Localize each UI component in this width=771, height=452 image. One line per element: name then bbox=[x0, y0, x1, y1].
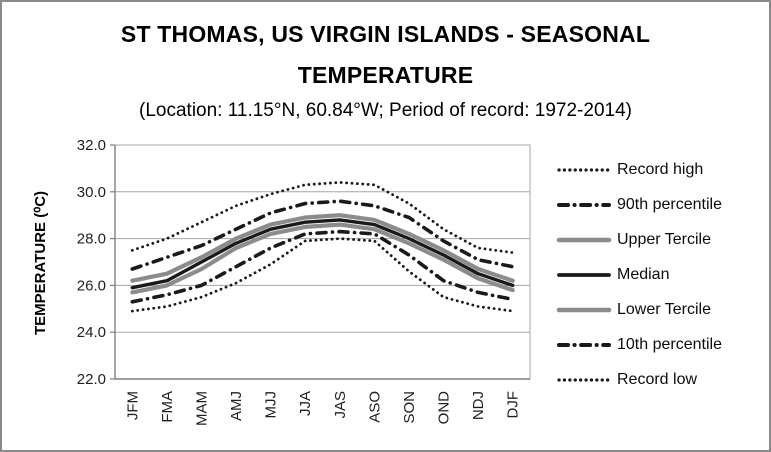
x-tick-label: FMA bbox=[159, 391, 176, 423]
legend-swatch-record-low bbox=[557, 377, 611, 382]
legend-label-10th-percentile: 10th percentile bbox=[617, 335, 722, 353]
series-line-lower-tercile bbox=[130, 222, 515, 295]
legend-item-record-high: Record high bbox=[556, 152, 722, 187]
legend-label-upper-tercile: Upper Tercile bbox=[617, 230, 711, 248]
x-tick-label: MJJ bbox=[263, 391, 280, 419]
legend-item-90th-percentile: 90th percentile bbox=[556, 187, 722, 222]
legend-label-lower-tercile: Lower Tercile bbox=[617, 300, 711, 318]
x-tick-label: JAS bbox=[332, 391, 349, 419]
series-line-median bbox=[130, 218, 515, 290]
legend-label-90th-percentile: 90th percentile bbox=[617, 195, 722, 213]
x-tick-label: OND bbox=[436, 391, 453, 425]
y-tick-label: 32.0 bbox=[77, 137, 106, 154]
legend-label-record-high: Record high bbox=[617, 160, 704, 178]
y-tick-label: 26.0 bbox=[77, 277, 106, 294]
x-tick-label: MAM bbox=[193, 391, 210, 426]
series-line-90th-percentile bbox=[130, 199, 515, 271]
legend-swatch-median bbox=[557, 272, 611, 277]
legend-swatch-upper-tercile bbox=[556, 237, 612, 242]
y-tick-label: 28.0 bbox=[77, 231, 106, 248]
legend-swatch-lower-tercile bbox=[556, 307, 612, 312]
chart-title-block: ST THOMAS, US VIRGIN ISLANDS - SEASONAL … bbox=[2, 14, 769, 124]
legend-swatch-90th-percentile bbox=[557, 202, 611, 207]
x-tick-label: AMJ bbox=[228, 391, 245, 421]
series-line-record-low bbox=[130, 237, 515, 313]
legend-item-record-low: Record low bbox=[556, 362, 722, 397]
legend-swatch-record-high bbox=[557, 167, 611, 172]
legend-label-record-low: Record low bbox=[617, 370, 698, 388]
y-tick-label: 22.0 bbox=[77, 371, 106, 388]
y-axis-title: TEMPERATURE (⁰C) bbox=[32, 190, 49, 336]
x-tick-label: NDJ bbox=[470, 391, 487, 420]
x-tick-label: SON bbox=[401, 391, 418, 424]
series-line-upper-tercile bbox=[130, 213, 515, 283]
legend: Record high 90th percentile Upper Tercile M… bbox=[556, 152, 722, 397]
x-tick-label: ASO bbox=[366, 391, 383, 423]
legend-item-upper-tercile: Upper Tercile bbox=[556, 222, 722, 257]
legend-swatch-10th-percentile bbox=[557, 342, 611, 347]
legend-item-lower-tercile: Lower Tercile bbox=[556, 292, 722, 327]
legend-item-10th-percentile: 10th percentile bbox=[556, 327, 722, 362]
x-tick-label: JFM bbox=[124, 391, 141, 420]
chart-title-line2: TEMPERATURE bbox=[297, 62, 474, 88]
y-tick-label: 24.0 bbox=[77, 324, 106, 341]
series-line-10th-percentile bbox=[130, 229, 515, 304]
chart-title-line1: ST THOMAS, US VIRGIN ISLANDS - SEASONAL bbox=[120, 21, 651, 47]
y-tick-label: 30.0 bbox=[77, 184, 106, 201]
x-tick-label: DJF bbox=[505, 391, 522, 419]
x-tick-label: JJA bbox=[297, 391, 314, 416]
temperature-plot: 22.0 24.0 26.0 28.0 30.0 32.0 JFM FMA MAM AMJ MJJ J… bbox=[77, 137, 531, 426]
legend-item-median: Median bbox=[556, 257, 722, 292]
legend-label-median: Median bbox=[617, 265, 670, 283]
chart-subtitle: (Location: 11.15°N, 60.84°W; Period of r… bbox=[139, 100, 632, 121]
